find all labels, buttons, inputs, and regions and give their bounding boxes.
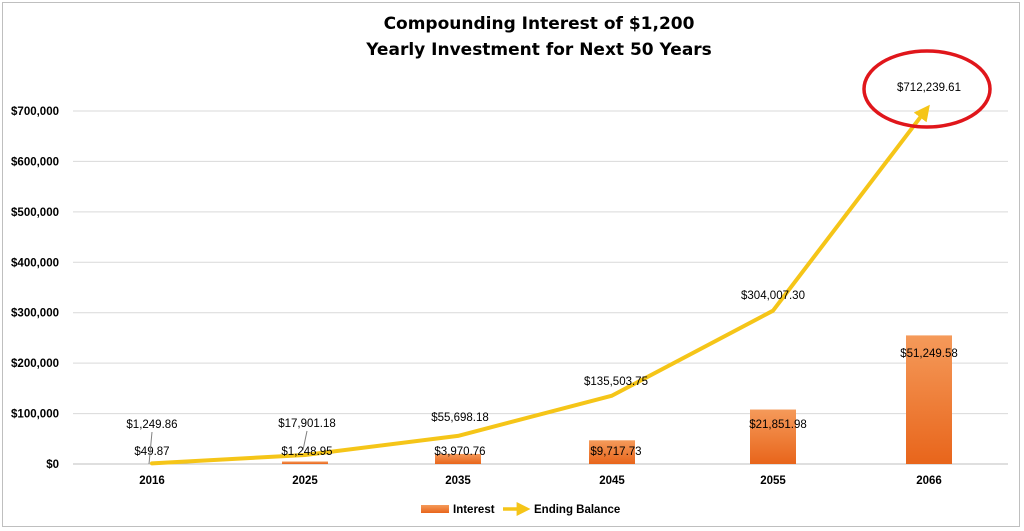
x-axis-ticks: 2016 2025 2035 2045 2055 2066 [139, 475, 942, 487]
highlight-ellipse [862, 49, 992, 129]
balance-data-label: $1,249.86 [126, 419, 177, 431]
y-tick-label: $0 [46, 459, 59, 471]
x-tick-label: 2025 [292, 475, 318, 487]
y-tick-label: $300,000 [11, 308, 59, 320]
label-leader-line [148, 431, 153, 465]
y-tick-label: $700,000 [11, 106, 59, 118]
x-tick-label: 2045 [599, 475, 625, 487]
balance-data-label: $712,239.61 [897, 82, 961, 94]
x-tick-label: 2055 [760, 475, 786, 487]
interest-bar [750, 409, 796, 464]
y-tick-label: $500,000 [11, 207, 59, 219]
highlight-circle [862, 49, 992, 129]
interest-bar [906, 335, 952, 464]
interest-data-label: $3,970.76 [434, 446, 485, 458]
x-tick-label: 2035 [445, 475, 471, 487]
interest-data-label: $9,717.73 [590, 446, 641, 458]
ending-balance-series [150, 104, 930, 466]
balance-data-label: $135,503.75 [584, 376, 648, 388]
legend-balance-label: Ending Balance [534, 504, 620, 516]
legend-interest-swatch [421, 505, 449, 513]
interest-bar [282, 461, 328, 464]
chart: Compounding Interest of $1,200 Yearly In… [11, 14, 1008, 516]
interest-data-labels: $49.87 $1,248.95 $3,970.76 $9,717.73 $21,851… [134, 348, 957, 458]
interest-bars [282, 335, 952, 464]
y-tick-label: $100,000 [11, 409, 59, 421]
balance-data-label: $55,698.18 [431, 412, 489, 424]
interest-data-label: $51,249.58 [900, 348, 958, 360]
chart-title-line-2: Yearly Investment for Next 50 Years [365, 40, 712, 60]
y-tick-label: $400,000 [11, 257, 59, 269]
gridlines [73, 110, 1008, 465]
interest-data-label: $1,248.95 [281, 446, 332, 458]
x-tick-label: 2066 [916, 475, 942, 487]
legend: Interest Ending Balance [421, 502, 620, 516]
ending-balance-line [150, 104, 930, 466]
label-leader-line [302, 430, 308, 451]
balance-data-labels: $1,249.86 $17,901.18 $55,698.18 $135,503.75… [126, 82, 961, 465]
y-axis-ticks: $0 $100,000 $200,000 $300,000 $400,000 $500,0… [11, 106, 59, 471]
interest-bar [589, 440, 635, 464]
y-tick-label: $200,000 [11, 358, 59, 370]
y-tick-label: $600,000 [11, 156, 59, 168]
x-tick-label: 2016 [139, 475, 165, 487]
chart-title-line-1: Compounding Interest of $1,200 [384, 14, 695, 34]
interest-bar [435, 453, 481, 464]
balance-data-label: $304,007.30 [741, 290, 805, 302]
legend-interest-label: Interest [453, 504, 495, 516]
balance-data-label: $17,901.18 [278, 418, 336, 430]
interest-data-label: $21,851.98 [749, 419, 807, 431]
interest-data-label: $49.87 [134, 446, 169, 458]
